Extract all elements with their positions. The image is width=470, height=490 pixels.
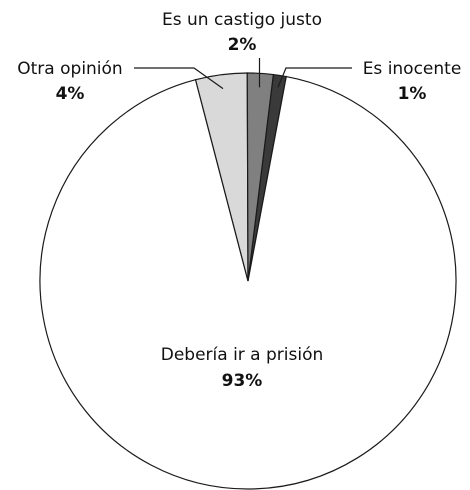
- leaders-layer: [134, 58, 352, 90]
- slice-value-label-3: 2%: [228, 35, 257, 55]
- slices-layer: [39, 72, 457, 490]
- leader-line-0: [277, 67, 352, 88]
- slice-value-label-0: 1%: [398, 84, 427, 104]
- slice-label-0: Es inocente: [363, 59, 462, 79]
- pie-slice-1: [39, 75, 457, 490]
- pie-slice-3: [246, 72, 275, 282]
- labels-layer: Es inocente 1% Debería ir a prisión 93% Otra…: [17, 10, 461, 391]
- leader-line-2: [134, 67, 224, 90]
- slice-label-3: Es un castigo justo: [162, 10, 322, 30]
- slice-value-label-2: 4%: [56, 84, 85, 104]
- slice-label-2: Otra opinión: [17, 59, 122, 79]
- slice-label-1: Debería ir a prisión: [161, 345, 324, 365]
- slice-value-label-1: 93%: [222, 371, 263, 391]
